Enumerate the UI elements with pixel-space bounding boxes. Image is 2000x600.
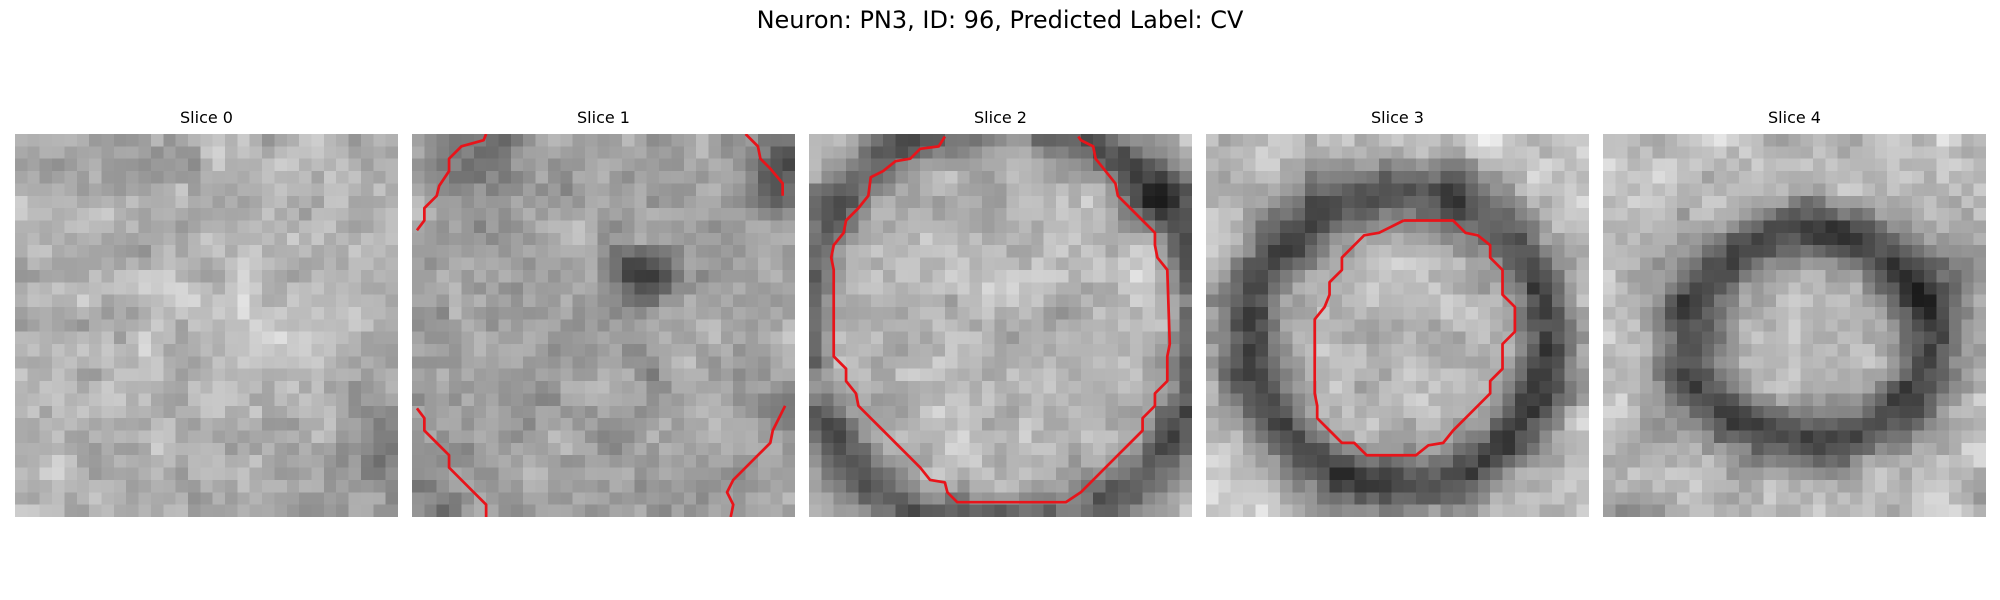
slice-1-contour-3 [725, 405, 787, 517]
slice-0-panel [15, 134, 398, 517]
slice-1-image [412, 134, 795, 517]
slice-1-contour-0 [415, 134, 488, 232]
slice-0-pixels [15, 134, 398, 517]
slice-3-contour-0 [1313, 219, 1517, 457]
slice-0-image [15, 134, 398, 517]
slice-0-title: Slice 0 [180, 108, 233, 127]
slice-2-title: Slice 2 [974, 108, 1027, 127]
slice-2-pixels [809, 134, 1192, 517]
slice-4-title: Slice 4 [1768, 108, 1821, 127]
figure-title: Neuron: PN3, ID: 96, Predicted Label: CV [756, 6, 1244, 34]
slice-1-panel [412, 134, 795, 517]
slice-3-title: Slice 3 [1371, 108, 1424, 127]
slice-1-contour-2 [415, 407, 488, 517]
slice-4-pixels [1603, 134, 1986, 517]
slice-1-title: Slice 1 [577, 108, 630, 127]
slice-4-panel [1603, 134, 1986, 517]
slice-2-image [809, 134, 1192, 517]
slice-1-pixels [412, 134, 795, 517]
slice-3-panel [1206, 134, 1589, 517]
slice-3-image [1206, 134, 1589, 517]
slice-4-image [1603, 134, 1986, 517]
slice-3-pixels [1206, 134, 1589, 517]
slice-2-contour-0 [829, 135, 1172, 504]
slice-1-contour-1 [744, 134, 785, 196]
slice-2-panel [809, 134, 1192, 517]
